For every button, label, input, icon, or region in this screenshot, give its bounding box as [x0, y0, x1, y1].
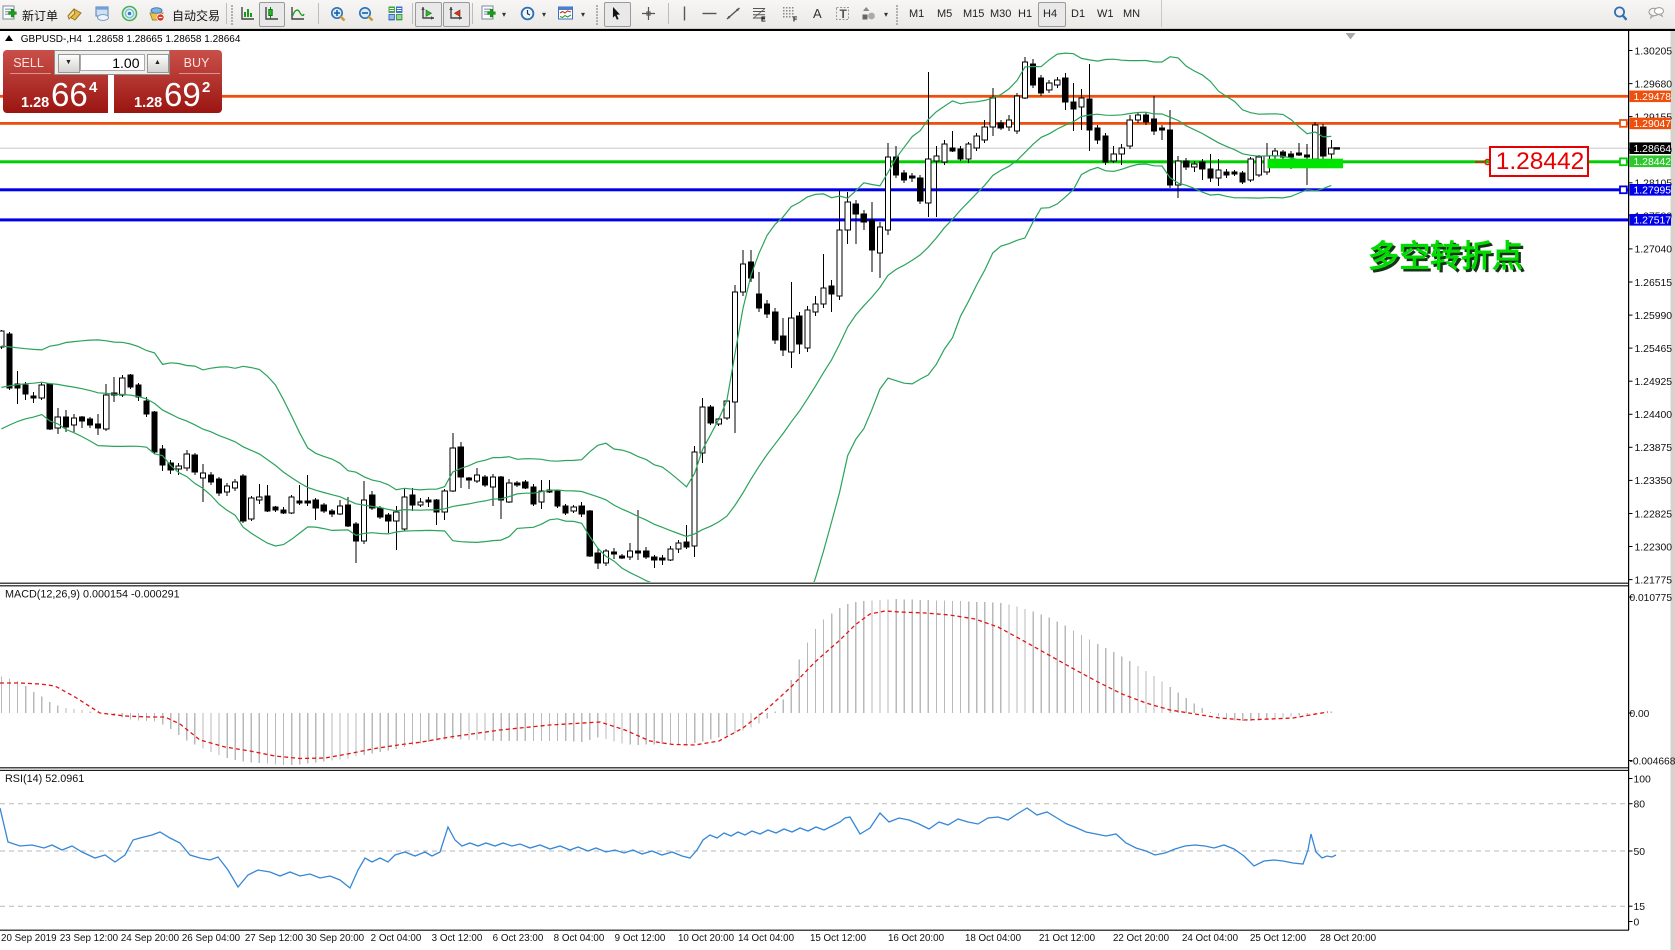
svg-text:23 Sep 12:00: 23 Sep 12:00 — [60, 933, 119, 944]
svg-text:22 Oct 20:00: 22 Oct 20:00 — [1113, 933, 1170, 944]
svg-text:1.29478: 1.29478 — [1634, 92, 1672, 103]
svg-text:1.29680: 1.29680 — [1635, 79, 1673, 90]
svg-text:2 Oct 04:00: 2 Oct 04:00 — [371, 933, 422, 944]
svg-text:E: E — [761, 17, 766, 23]
svg-text:1.24925: 1.24925 — [1635, 377, 1673, 388]
svg-text:-0.004668: -0.004668 — [1630, 756, 1675, 767]
svg-text:F: F — [793, 17, 798, 23]
svg-text:1.24400: 1.24400 — [1635, 410, 1673, 421]
svg-text:1.30205: 1.30205 — [1635, 46, 1673, 57]
svg-text:27 Sep 12:00: 27 Sep 12:00 — [245, 933, 304, 944]
svg-text:25 Oct 12:00: 25 Oct 12:00 — [1250, 933, 1307, 944]
svg-text:15: 15 — [1634, 902, 1646, 913]
svg-text:16 Oct 20:00: 16 Oct 20:00 — [888, 933, 945, 944]
svg-text:1.28442: 1.28442 — [1634, 157, 1672, 168]
svg-text:50: 50 — [1634, 847, 1646, 858]
svg-text:21 Oct 12:00: 21 Oct 12:00 — [1039, 933, 1096, 944]
svg-text:24 Sep 20:00: 24 Sep 20:00 — [121, 933, 180, 944]
svg-text:1.26515: 1.26515 — [1635, 278, 1673, 289]
svg-text:1.29047: 1.29047 — [1634, 119, 1672, 130]
svg-text:20 Sep 2019: 20 Sep 2019 — [1, 933, 57, 944]
svg-text:0: 0 — [1634, 917, 1640, 928]
svg-text:24 Oct 04:00: 24 Oct 04:00 — [1182, 933, 1239, 944]
svg-text:1.22300: 1.22300 — [1635, 542, 1673, 553]
svg-text:18 Oct 04:00: 18 Oct 04:00 — [965, 933, 1022, 944]
svg-text:14 Oct 04:00: 14 Oct 04:00 — [738, 933, 795, 944]
svg-text:0.010775: 0.010775 — [1630, 593, 1673, 604]
svg-text:1.21775: 1.21775 — [1635, 575, 1673, 586]
svg-text:8 Oct 04:00: 8 Oct 04:00 — [554, 933, 605, 944]
svg-text:9 Oct 12:00: 9 Oct 12:00 — [615, 933, 666, 944]
svg-text:80: 80 — [1634, 800, 1646, 811]
svg-text:3 Oct 12:00: 3 Oct 12:00 — [432, 933, 483, 944]
svg-text:1.23875: 1.23875 — [1635, 443, 1673, 454]
svg-text:6 Oct 23:00: 6 Oct 23:00 — [493, 933, 544, 944]
svg-text:1.28664: 1.28664 — [1634, 144, 1672, 155]
svg-text:1.27995: 1.27995 — [1634, 186, 1672, 197]
svg-text:1.23350: 1.23350 — [1635, 476, 1673, 487]
svg-text:0.00: 0.00 — [1630, 709, 1650, 720]
svg-text:MACD(12,26,9) 0.000154 -0.0002: MACD(12,26,9) 0.000154 -0.000291 — [5, 589, 180, 601]
svg-text:28 Oct 20:00: 28 Oct 20:00 — [1320, 933, 1377, 944]
svg-text:A: A — [813, 6, 822, 21]
svg-text:1.25990: 1.25990 — [1635, 311, 1673, 322]
svg-text:10 Oct 20:00: 10 Oct 20:00 — [678, 933, 735, 944]
svg-text:30 Sep 20:00: 30 Sep 20:00 — [306, 933, 365, 944]
svg-text:1.25465: 1.25465 — [1635, 344, 1673, 355]
svg-text:1.27040: 1.27040 — [1635, 245, 1673, 256]
svg-text:1.27517: 1.27517 — [1634, 216, 1672, 227]
svg-text:1.22825: 1.22825 — [1635, 509, 1673, 520]
svg-text:T: T — [840, 7, 848, 21]
svg-text:26 Sep 04:00: 26 Sep 04:00 — [182, 933, 241, 944]
svg-text:15 Oct 12:00: 15 Oct 12:00 — [810, 933, 867, 944]
svg-text:100: 100 — [1634, 774, 1652, 785]
svg-text:RSI(14) 52.0961: RSI(14) 52.0961 — [5, 773, 84, 785]
